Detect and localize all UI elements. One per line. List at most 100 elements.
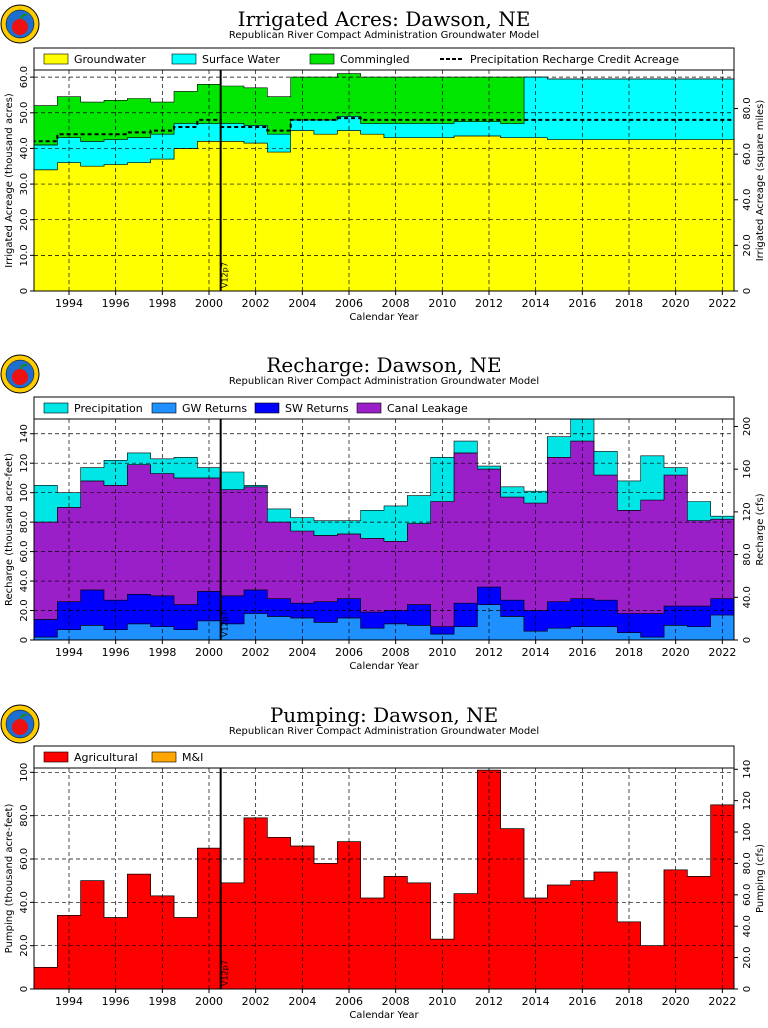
y-axis-label-left: Irrigated Acreage (thousand acres) (4, 93, 15, 268)
logo-leaf (19, 713, 28, 720)
y-right-tick-label: 80.0 (742, 543, 753, 565)
plot-area (34, 768, 734, 989)
chart-title: Recharge: Dawson, NE (266, 353, 501, 377)
legend-item-label: Canal Leakage (387, 402, 468, 415)
logo-leaf (19, 13, 28, 20)
legend-swatch (151, 402, 177, 414)
y-right-tick-label: 40.0 (742, 189, 753, 211)
y-right-tick-label: 20.0 (742, 234, 753, 256)
y-right-tick-label: 100 (742, 822, 753, 841)
y-tick-label: 20.0 (19, 599, 30, 621)
apple-logo-icon (0, 354, 40, 394)
x-tick-label: 2016 (568, 646, 596, 659)
x-tick-label: 2010 (428, 297, 456, 310)
y-tick-label: 60.0 (19, 66, 30, 88)
y-right-tick-label: 80.0 (742, 852, 753, 874)
x-tick-label: 1994 (55, 995, 83, 1008)
x-tick-label: 2004 (288, 995, 316, 1008)
y-axis-label-left: Pumping (thousand acre-feet) (4, 804, 15, 954)
y-tick-label: 120 (19, 454, 30, 473)
x-tick-label: 2014 (522, 646, 550, 659)
x-tick-label: 2020 (662, 297, 690, 310)
y-right-tick-label: 160 (742, 460, 753, 479)
x-tick-label: 2022 (708, 646, 736, 659)
x-tick-label: 2008 (382, 995, 410, 1008)
x-tick-label: 1996 (102, 995, 130, 1008)
legend-swatch (171, 53, 197, 65)
x-tick-label: 2016 (568, 297, 596, 310)
y-tick-label: 20.0 (19, 935, 30, 957)
x-tick-label: 2006 (335, 995, 363, 1008)
y-right-tick-label: 0 (742, 288, 753, 294)
chart-title: Irrigated Acres: Dawson, NE (238, 7, 531, 31)
series-area-precipitation (34, 419, 734, 542)
x-tick-label: 2014 (522, 995, 550, 1008)
x-tick-label: 2016 (568, 995, 596, 1008)
x-tick-label: 2014 (522, 297, 550, 310)
x-tick-label: 2008 (382, 297, 410, 310)
legend-swatch (43, 402, 69, 414)
y-tick-label: 30.0 (19, 173, 30, 195)
legend-swatch (309, 53, 335, 65)
y-tick-label: 60.0 (19, 540, 30, 562)
y-right-tick-label: 200 (742, 417, 753, 436)
chart-subtitle: Republican River Compact Administration … (229, 376, 539, 387)
y-right-tick-label: 80.0 (742, 97, 753, 119)
legend-item-label: Groundwater (74, 53, 146, 66)
y-right-tick-label: 60.0 (742, 884, 753, 906)
y-tick-label: 10.0 (19, 244, 30, 266)
y-tick-label: 100 (19, 763, 30, 782)
x-tick-label: 2000 (195, 297, 223, 310)
x-tick-label: 2022 (708, 297, 736, 310)
x-axis-label: Calendar Year (349, 661, 419, 672)
x-tick-label: 1994 (55, 646, 83, 659)
plot-area (34, 70, 734, 291)
legend-box (33, 745, 735, 769)
series-area-m-i (34, 769, 734, 968)
y-axis-label-left: Recharge (thousand acre-feet) (4, 453, 15, 606)
chart-title: Pumping: Dawson, NE (270, 703, 498, 727)
y-right-tick-label: 120 (742, 791, 753, 810)
logo-apple (12, 19, 28, 35)
x-tick-label: 2002 (242, 995, 270, 1008)
y-axis-label-right: Irrigated Acreage (square miles) (755, 100, 766, 262)
x-tick-label: 2002 (242, 297, 270, 310)
x-tick-label: 2010 (428, 646, 456, 659)
legend-item-label: Commingled (340, 53, 410, 66)
y-right-tick-label: 60.0 (742, 143, 753, 165)
x-tick-label: 2012 (475, 297, 503, 310)
legend-swatch (43, 751, 69, 763)
legend-swatch (43, 53, 69, 65)
legend-item-label: Precipitation (74, 402, 143, 415)
x-tick-label: 2022 (708, 995, 736, 1008)
y-tick-label: 40.0 (19, 891, 30, 913)
legend: Precipitation GW Returns SW Returns Canal L… (43, 402, 468, 415)
version-marker-label: V12p7 (221, 611, 230, 637)
legend-swatch (356, 402, 382, 414)
y-right-tick-label: 20.0 (742, 946, 753, 968)
x-tick-label: 1998 (148, 297, 176, 310)
legend-item-label: SW Returns (285, 402, 349, 415)
legend-item-label: M&I (182, 751, 203, 764)
x-axis-label: Calendar Year (349, 1010, 419, 1021)
x-tick-label: 1998 (148, 646, 176, 659)
gridlines (34, 419, 734, 640)
legend-box (33, 396, 735, 420)
apple-logo-icon (0, 704, 40, 744)
x-tick-label: 2012 (475, 646, 503, 659)
legend: Groundwater Surface Water Commingled Precip… (43, 53, 679, 66)
legend-item-label: Agricultural (74, 751, 138, 764)
y-axis-label-right: Recharge (cfs) (755, 493, 766, 565)
y-tick-label: 80.0 (19, 805, 30, 827)
x-tick-label: 1996 (102, 646, 130, 659)
x-tick-label: 2018 (615, 995, 643, 1008)
chart-subtitle: Republican River Compact Administration … (229, 726, 539, 737)
y-axis-label-right: Pumping (cfs) (755, 844, 766, 913)
y-right-tick-label: 40.0 (742, 586, 753, 608)
x-tick-label: 2000 (195, 995, 223, 1008)
legend: Agricultural M&I (43, 751, 203, 764)
